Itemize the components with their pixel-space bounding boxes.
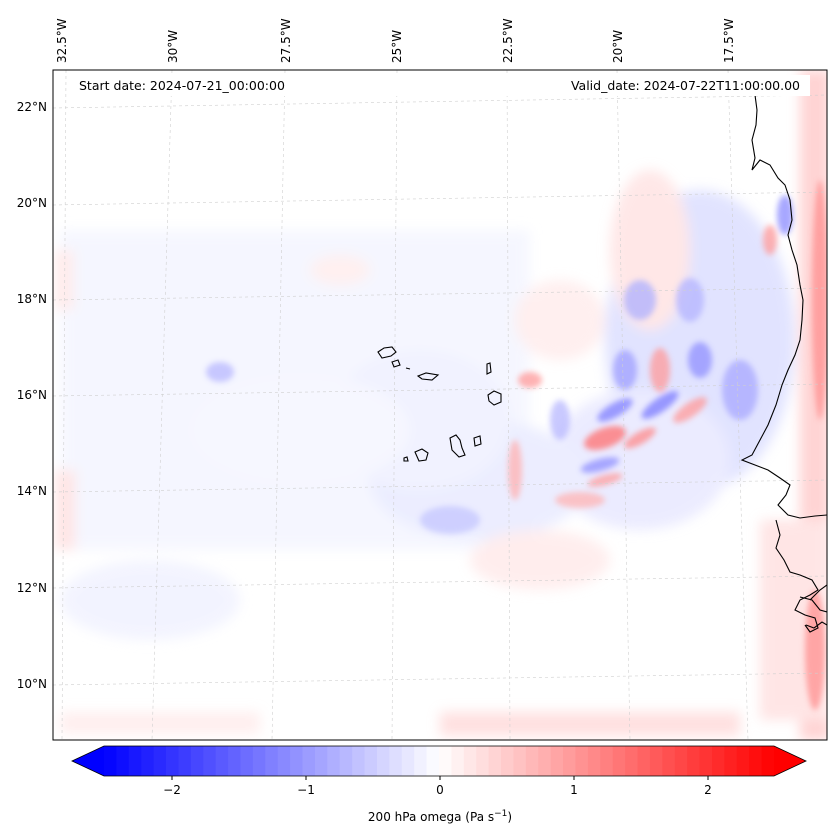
colorbar-cell xyxy=(587,746,601,776)
colorbar-cell xyxy=(339,746,353,776)
lon-label: 25°W xyxy=(390,30,404,63)
island-brava xyxy=(403,456,409,462)
colorbar-cell xyxy=(612,746,626,776)
coastlines xyxy=(377,94,827,633)
colorbar-frame xyxy=(71,745,807,777)
colorbar-cell xyxy=(761,746,775,776)
colorbar-cell xyxy=(463,746,477,776)
colorbar-cell xyxy=(203,746,217,776)
island-boa-vista xyxy=(487,390,502,406)
colorbar-cell xyxy=(711,746,725,776)
colorbar-tick: 0 xyxy=(436,783,444,797)
colorbar-extend-max xyxy=(774,746,806,776)
island-sao-vicente xyxy=(391,359,401,368)
colorbar-cell xyxy=(389,746,403,776)
graticule xyxy=(53,70,827,740)
longitude-labels: 32.5°W 30°W 27.5°W 25°W 22.5°W 20°W 17.5… xyxy=(55,18,736,63)
colorbar-cell xyxy=(736,746,750,776)
colorbar-cell xyxy=(327,746,341,776)
lat-label: 14°N xyxy=(17,484,47,498)
colorbar-cell xyxy=(649,746,663,776)
colorbar-cell xyxy=(439,746,453,776)
colorbar-cell xyxy=(116,746,130,776)
colorbar-cell xyxy=(414,746,428,776)
lon-label: 17.5°W xyxy=(722,18,736,63)
colorbar-label: 200 hPa omega (Pa s−1) xyxy=(368,809,512,824)
colorbar-cell xyxy=(228,746,242,776)
colorbar-cell xyxy=(513,746,527,776)
colorbar-cell xyxy=(662,746,676,776)
colorbar-cell xyxy=(314,746,328,776)
colorbar-cell xyxy=(153,746,167,776)
lat-label: 12°N xyxy=(17,581,47,595)
colorbar-cell xyxy=(104,746,118,776)
start-date: Start date: 2024-07-21_00:00:00 xyxy=(79,78,285,93)
colorbar-cell xyxy=(352,746,366,776)
colorbar-cell xyxy=(451,746,465,776)
colorbar-extend-min xyxy=(72,746,104,776)
island-santo-antao xyxy=(377,346,397,359)
colorbar-gradient xyxy=(72,746,806,776)
colorbar-cell xyxy=(364,746,378,776)
colorbar-cell xyxy=(302,746,316,776)
lon-label: 27.5°W xyxy=(279,18,293,63)
colorbar-cell xyxy=(166,746,180,776)
lat-label: 22°N xyxy=(17,100,47,114)
colorbar-cell xyxy=(376,746,390,776)
island-maio xyxy=(473,435,482,447)
colorbar-cell xyxy=(240,746,254,776)
colorbar-cell xyxy=(252,746,266,776)
colorbar-cell xyxy=(625,746,639,776)
colorbar-tick: 2 xyxy=(704,783,712,797)
colorbar-cell xyxy=(476,746,490,776)
colorbar-cell xyxy=(265,746,279,776)
lat-label: 18°N xyxy=(17,292,47,306)
colorbar-cell xyxy=(178,746,192,776)
colorbar-cell xyxy=(426,746,440,776)
map-frame xyxy=(52,69,828,741)
colorbar-cell xyxy=(749,746,763,776)
colorbar-cell xyxy=(687,746,701,776)
colorbar-cell xyxy=(575,746,589,776)
colorbar-cell xyxy=(501,746,515,776)
colorbar-cell xyxy=(488,746,502,776)
colorbar-cell xyxy=(637,746,651,776)
colorbar-cell xyxy=(190,746,204,776)
colorbar-tick: −1 xyxy=(297,783,315,797)
colorbar-cell xyxy=(290,746,304,776)
latitude-labels: 22°N 20°N 18°N 16°N 14°N 12°N 10°N xyxy=(17,100,47,691)
africa-coastline xyxy=(740,94,827,519)
lon-label: 20°W xyxy=(611,30,625,63)
island-santiago xyxy=(449,434,466,458)
valid-date: Valid_date: 2024-07-22T11:00:00.00 xyxy=(571,78,800,93)
colorbar-cell xyxy=(563,746,577,776)
map-panel: Start date: 2024-07-21_00:00:00 Valid_da… xyxy=(52,69,828,741)
lat-label: 20°N xyxy=(17,196,47,210)
colorbar-cell xyxy=(674,746,688,776)
lat-label: 16°N xyxy=(17,388,47,402)
colorbar-tick: 1 xyxy=(570,783,578,797)
lon-label: 32.5°W xyxy=(55,18,69,63)
colorbar-cell xyxy=(215,746,229,776)
colorbar-cell xyxy=(128,746,142,776)
colorbar-cell xyxy=(525,746,539,776)
lat-label: 10°N xyxy=(17,677,47,691)
colorbar-cell xyxy=(277,746,291,776)
date-banner-bg xyxy=(70,75,810,96)
colorbar-cell xyxy=(141,746,155,776)
colorbar-cell xyxy=(724,746,738,776)
colorbar-cell xyxy=(538,746,552,776)
colorbar-tick: −2 xyxy=(163,783,181,797)
island-sal xyxy=(486,362,492,375)
lon-label: 22.5°W xyxy=(501,18,515,63)
colorbar: −2 −1 0 1 2 200 hPa omega (Pa s−1) xyxy=(71,745,807,824)
colorbar-cell xyxy=(550,746,564,776)
colorbar-cell xyxy=(401,746,415,776)
colorbar-cell xyxy=(699,746,713,776)
island-sao-nicolau xyxy=(416,372,440,381)
colorbar-cell xyxy=(600,746,614,776)
lon-label: 30°W xyxy=(166,30,180,63)
island-fogo xyxy=(414,448,429,462)
